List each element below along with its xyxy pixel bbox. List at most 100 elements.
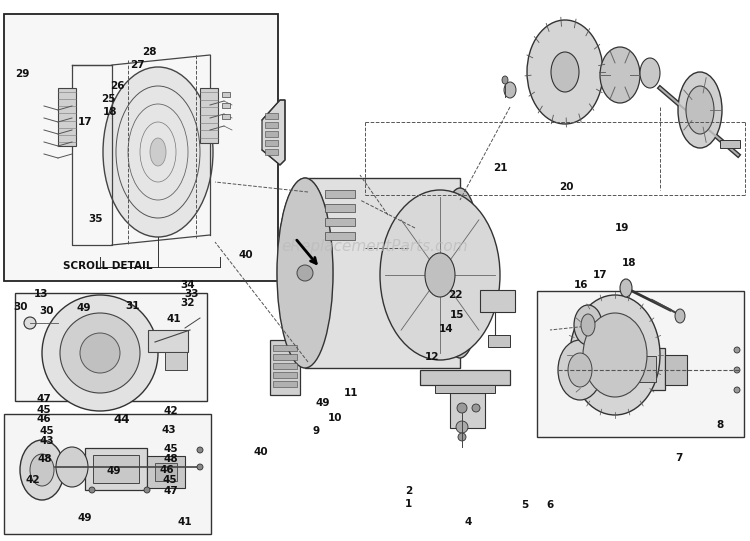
- Ellipse shape: [581, 314, 595, 336]
- Text: 1: 1: [404, 499, 412, 509]
- Text: 9: 9: [312, 426, 320, 436]
- Text: 25: 25: [101, 94, 116, 104]
- Text: 42: 42: [164, 406, 178, 416]
- Text: 29: 29: [15, 69, 30, 79]
- Text: 18: 18: [622, 259, 637, 268]
- Text: 48: 48: [38, 454, 52, 464]
- Ellipse shape: [551, 52, 579, 92]
- Bar: [610, 348, 665, 390]
- Ellipse shape: [30, 454, 54, 486]
- Bar: [325, 204, 355, 212]
- Bar: [435, 385, 495, 393]
- Text: 49: 49: [315, 398, 330, 407]
- Text: 6: 6: [546, 500, 554, 510]
- Text: 26: 26: [110, 81, 125, 91]
- Text: 20: 20: [559, 182, 574, 192]
- Ellipse shape: [297, 265, 313, 281]
- Bar: [273, 345, 297, 351]
- Text: 45: 45: [164, 444, 178, 454]
- Bar: [148, 330, 188, 352]
- Ellipse shape: [686, 86, 714, 134]
- Text: 45: 45: [162, 475, 177, 485]
- Text: 17: 17: [592, 270, 608, 280]
- Text: 8: 8: [716, 420, 724, 430]
- Bar: [222, 103, 230, 108]
- Text: 47: 47: [164, 486, 178, 496]
- Text: 15: 15: [449, 311, 464, 320]
- Text: SCROLL DETAIL: SCROLL DETAIL: [63, 261, 153, 271]
- Ellipse shape: [570, 295, 660, 415]
- Ellipse shape: [457, 403, 467, 413]
- Text: 49: 49: [77, 513, 92, 523]
- Bar: [620, 356, 656, 382]
- Ellipse shape: [734, 347, 740, 353]
- Text: 30: 30: [39, 306, 54, 315]
- Ellipse shape: [527, 20, 603, 124]
- Ellipse shape: [458, 433, 466, 441]
- Ellipse shape: [380, 190, 500, 360]
- Ellipse shape: [456, 421, 468, 433]
- Bar: [265, 149, 278, 155]
- Text: 47: 47: [36, 394, 51, 404]
- Text: 33: 33: [184, 289, 199, 299]
- Bar: [305, 178, 460, 368]
- Text: 7: 7: [675, 453, 682, 463]
- Text: 41: 41: [166, 314, 182, 324]
- Ellipse shape: [438, 188, 482, 358]
- Text: 31: 31: [125, 301, 140, 311]
- Text: 44: 44: [113, 413, 130, 426]
- Ellipse shape: [620, 279, 632, 297]
- Bar: [165, 352, 187, 370]
- Ellipse shape: [678, 72, 722, 148]
- Text: 2: 2: [405, 486, 412, 496]
- Bar: [325, 190, 355, 198]
- Ellipse shape: [734, 387, 740, 393]
- Bar: [58, 88, 76, 146]
- Ellipse shape: [425, 253, 455, 297]
- Bar: [450, 393, 485, 428]
- Text: 14: 14: [439, 325, 454, 334]
- Ellipse shape: [675, 309, 685, 323]
- Text: 13: 13: [34, 289, 49, 299]
- Ellipse shape: [89, 487, 95, 493]
- Bar: [488, 335, 510, 347]
- Ellipse shape: [144, 487, 150, 493]
- Bar: [155, 463, 177, 481]
- Text: 5: 5: [521, 500, 529, 510]
- Text: 43: 43: [161, 425, 176, 435]
- Text: 22: 22: [448, 290, 463, 300]
- Bar: [265, 140, 278, 146]
- Bar: [720, 140, 740, 148]
- Text: 4: 4: [464, 517, 472, 527]
- Text: 46: 46: [159, 465, 174, 475]
- Polygon shape: [262, 100, 285, 165]
- Bar: [273, 354, 297, 360]
- Text: 49: 49: [106, 466, 122, 476]
- Bar: [270, 340, 300, 395]
- Bar: [4, 14, 278, 281]
- Ellipse shape: [574, 305, 602, 345]
- Bar: [420, 370, 510, 385]
- Bar: [273, 381, 297, 387]
- Bar: [222, 92, 230, 97]
- Text: 40: 40: [238, 250, 254, 260]
- Ellipse shape: [558, 340, 602, 400]
- Text: 19: 19: [614, 223, 629, 233]
- Bar: [273, 363, 297, 369]
- Text: 21: 21: [493, 163, 508, 173]
- Ellipse shape: [103, 67, 213, 237]
- Bar: [85, 448, 147, 490]
- Bar: [265, 113, 278, 119]
- Bar: [325, 232, 355, 240]
- Text: 45: 45: [40, 426, 55, 436]
- Text: 17: 17: [77, 117, 92, 127]
- Bar: [222, 114, 230, 119]
- Ellipse shape: [734, 367, 740, 373]
- Text: 18: 18: [103, 107, 118, 117]
- Text: 48: 48: [164, 454, 178, 464]
- Text: 27: 27: [130, 60, 145, 70]
- Text: 12: 12: [424, 352, 439, 362]
- Ellipse shape: [277, 178, 333, 368]
- Text: 42: 42: [26, 475, 40, 485]
- Ellipse shape: [150, 138, 166, 166]
